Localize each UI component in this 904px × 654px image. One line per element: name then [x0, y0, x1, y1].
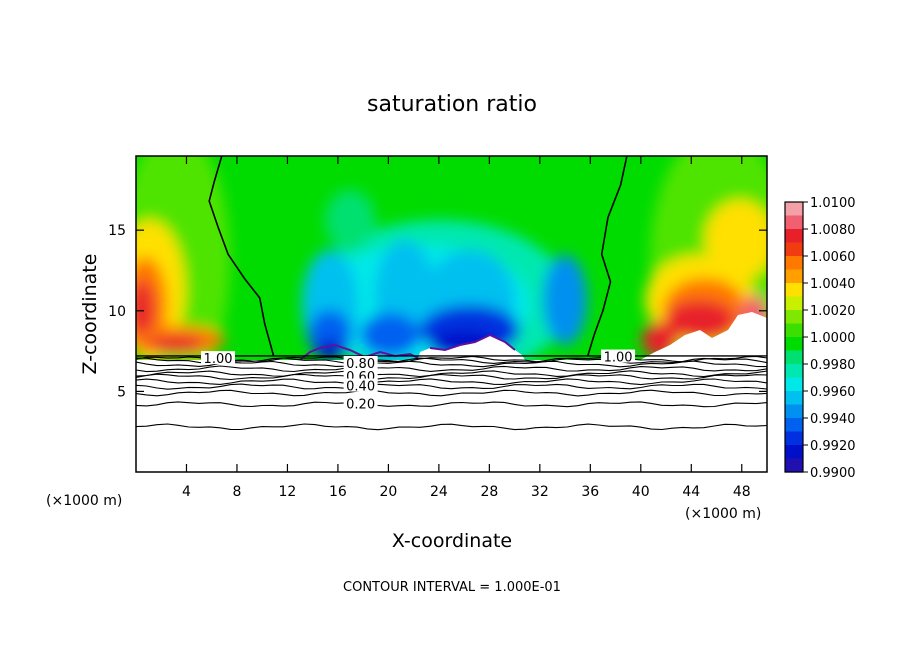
contour-1.00-left	[208, 155, 275, 357]
colorbar-swatch	[785, 296, 803, 311]
colorbar-swatch	[785, 364, 803, 379]
contour-label-bg	[343, 396, 378, 410]
contour-1.00-right	[587, 155, 628, 357]
colorbar-tick-label: 0.9960	[810, 385, 856, 400]
colorbar-swatch	[785, 458, 803, 473]
colorbar-tick-label: 1.0100	[810, 196, 856, 211]
colorbar-tick-label: 1.0080	[810, 223, 856, 238]
y-tick-label: 5	[117, 384, 126, 400]
x-tick-label: 36	[581, 484, 599, 500]
x-tick-label: 48	[733, 484, 751, 500]
contour-line	[136, 423, 767, 431]
contour-line	[136, 378, 767, 386]
contour-label-bg	[343, 355, 378, 369]
left-low-red	[147, 336, 203, 354]
x-unit-right: (×1000 m)	[685, 506, 761, 522]
x-tick-label: 24	[430, 484, 448, 500]
contour-line	[136, 373, 767, 381]
colorbar-swatch	[785, 202, 803, 217]
x-tick-label: 8	[232, 484, 241, 500]
contour-line	[136, 360, 767, 368]
contour-label: 1.00	[204, 352, 233, 367]
contour-interval-note: CONTOUR INTERVAL = 1.000E-01	[343, 580, 561, 595]
plot-frame	[135, 155, 768, 473]
colorbar-swatch	[785, 391, 803, 406]
contour-label-bg	[343, 378, 378, 392]
right-red	[665, 300, 735, 340]
x-tick-label: 4	[182, 484, 191, 500]
x-axis-ticks: 4 8 12 16 20 24 28 32 36 40 44 48	[182, 156, 751, 500]
contour-line	[136, 383, 767, 390]
colorbar-swatch	[785, 256, 803, 271]
contour-lines	[136, 355, 767, 431]
x-tick-label: 16	[329, 484, 347, 500]
colorbar: 1.0100 1.0080 1.0060 1.0040 1.0020 1.0000 0.99…	[784, 196, 856, 481]
left-red	[136, 280, 154, 340]
contour-line	[136, 357, 767, 365]
contour-label: 0.80	[346, 357, 375, 372]
colorbar-swatch	[785, 269, 803, 284]
colorbar-swatch	[785, 310, 803, 325]
y-tick-label: 10	[108, 304, 126, 320]
contour-line	[136, 389, 767, 397]
colorbar-tick-label: 1.0000	[810, 331, 856, 346]
x-tick-label: 44	[682, 484, 700, 500]
colorbar-tick-label: 0.9980	[810, 358, 856, 373]
x-unit-left: (×1000 m)	[46, 493, 122, 509]
contour-line	[136, 401, 767, 408]
colorbar-tick-label: 1.0060	[810, 250, 856, 265]
colorbar-swatch	[785, 445, 803, 460]
contour-line	[136, 365, 767, 373]
x-axis-label: X-coordinate	[392, 530, 512, 552]
colorbar-tick-label: 0.9920	[810, 439, 856, 454]
x-tick-label: 40	[632, 484, 650, 500]
x-tick-label: 28	[480, 484, 498, 500]
upper-mint	[325, 190, 375, 250]
contour-line	[136, 370, 767, 378]
clear-patch-center	[418, 335, 525, 360]
saturation-field	[136, 156, 767, 360]
blue-22	[360, 313, 420, 357]
plume-33	[543, 255, 587, 345]
contour-label-bg	[601, 349, 636, 363]
colorbar-swatch	[785, 323, 803, 338]
y-tick-label: 15	[108, 223, 126, 239]
colorbar-tick-label: 0.9940	[810, 412, 856, 427]
colorbar-swatch	[785, 337, 803, 352]
colorbar-swatch	[785, 283, 803, 298]
contour-label: 0.20	[346, 397, 375, 412]
colorbar-tick-label: 1.0040	[810, 277, 856, 292]
colorbar-swatch	[785, 242, 803, 257]
clear-patch-right	[640, 312, 767, 360]
colorbar-swatch	[785, 404, 803, 419]
colorbar-tick-label: 0.9900	[810, 466, 856, 481]
colorbar-tick-label: 1.0020	[810, 304, 856, 319]
contour-label: 0.40	[346, 380, 375, 395]
colorbar-swatch	[785, 215, 803, 230]
y-axis-label: Z-coordinate	[79, 254, 101, 375]
colorbar-swatch	[785, 229, 803, 244]
violet-fringe-center	[429, 333, 516, 352]
colorbar-swatch	[785, 431, 803, 446]
contour-label: 1.00	[604, 351, 633, 366]
colorbar-swatch	[785, 418, 803, 433]
colorbar-swatch	[785, 350, 803, 365]
x-tick-label: 20	[379, 484, 397, 500]
contour-label-bg	[201, 351, 236, 365]
contour-line	[136, 355, 767, 363]
x-tick-label: 32	[531, 484, 549, 500]
colorbar-swatch	[785, 377, 803, 392]
chart-title: saturation ratio	[367, 92, 537, 117]
violet-fringe-left	[299, 343, 419, 360]
x-tick-label: 12	[279, 484, 297, 500]
y-axis-ticks: 5 10 15	[108, 223, 767, 400]
contour-labels: 1.00 0.800.600.400.201.00	[201, 349, 636, 412]
